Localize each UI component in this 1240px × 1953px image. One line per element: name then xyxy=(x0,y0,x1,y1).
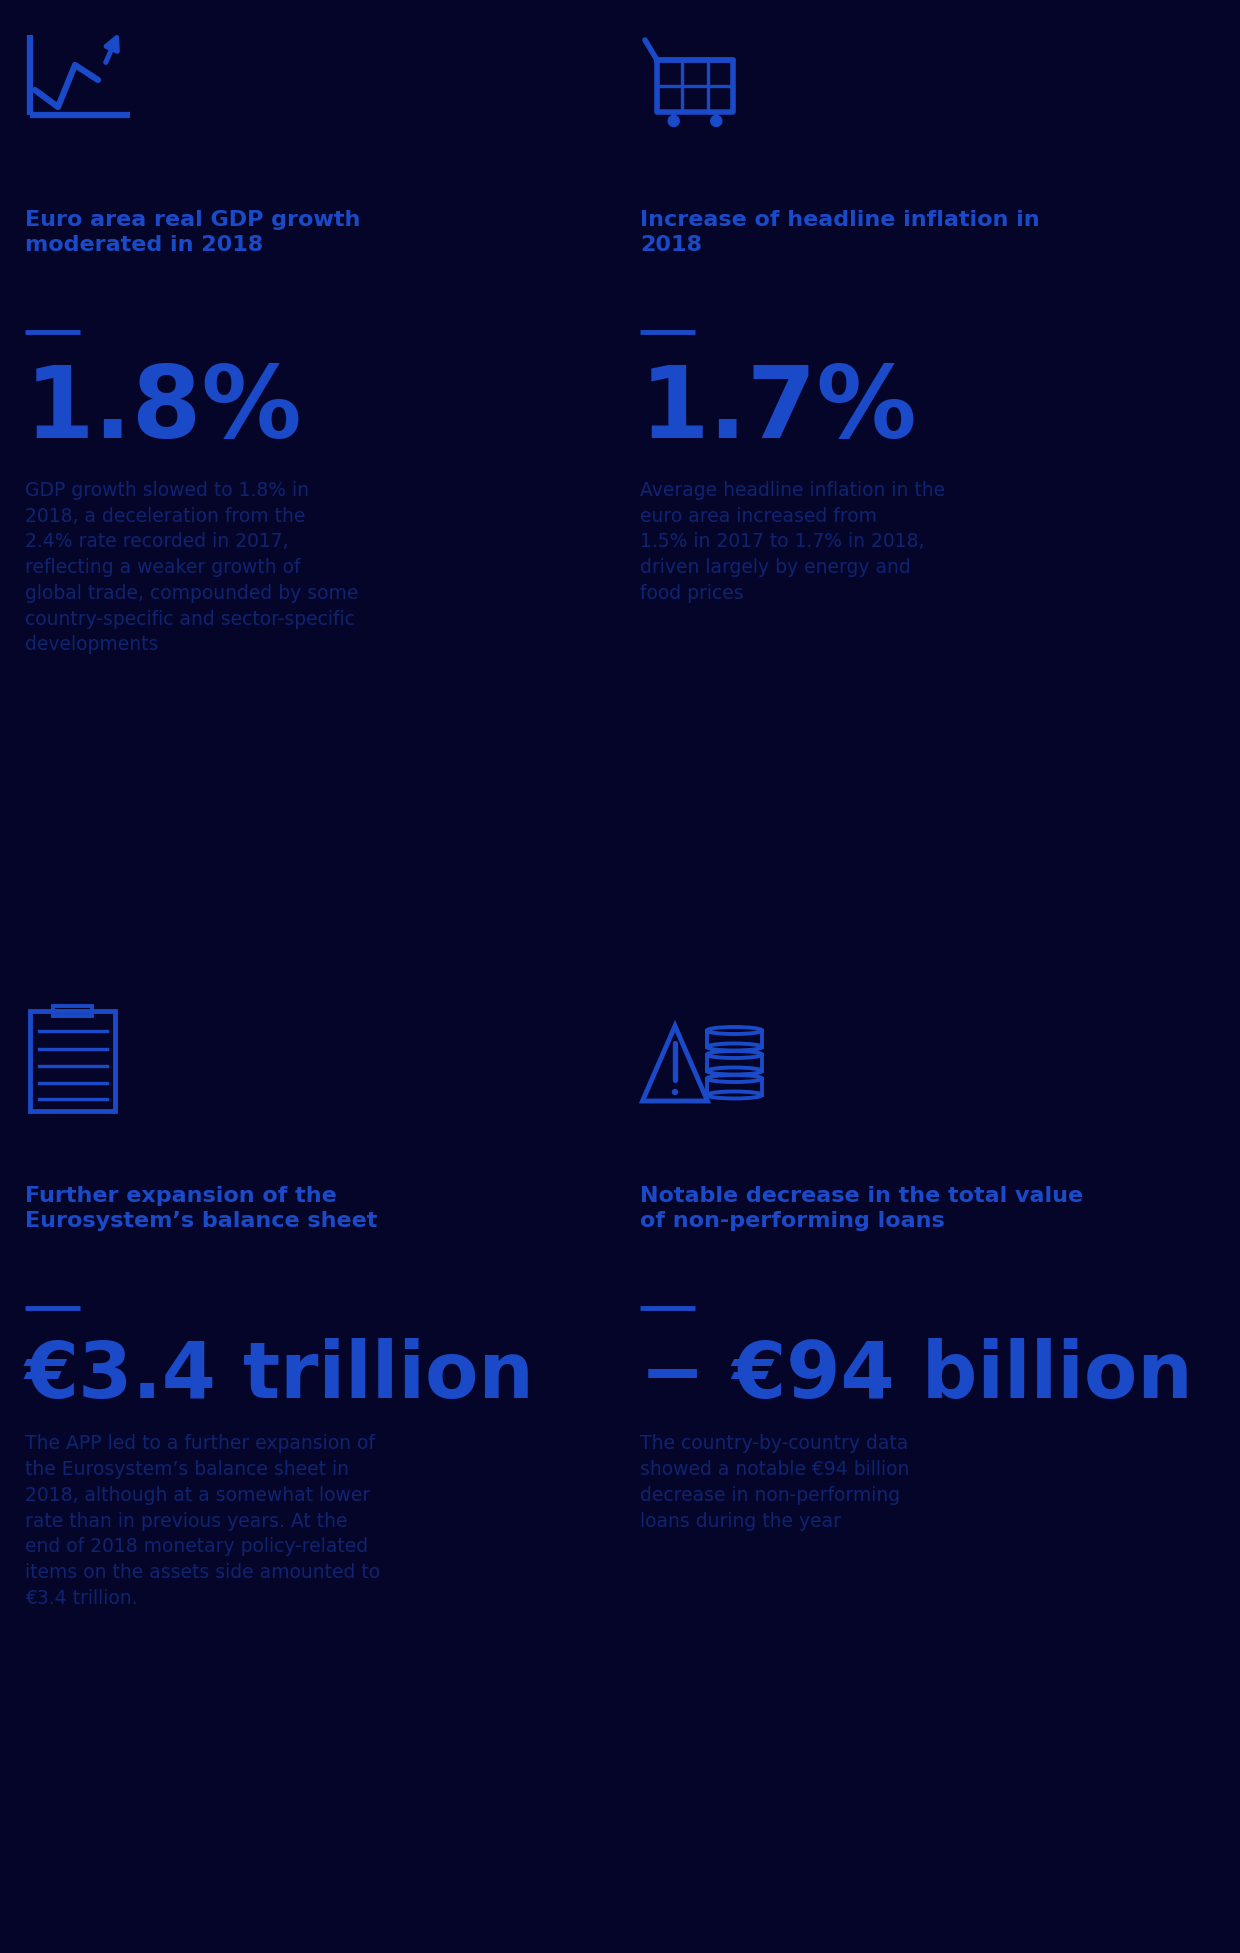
Circle shape xyxy=(672,111,676,115)
Circle shape xyxy=(711,115,722,127)
Text: GDP growth slowed to 1.8% in
2018, a deceleration from the
2.4% rate recorded in: GDP growth slowed to 1.8% in 2018, a dec… xyxy=(25,480,358,654)
Circle shape xyxy=(668,115,680,127)
Text: The country-by-country data
showed a notable €94 billion
decrease in non-perform: The country-by-country data showed a not… xyxy=(640,1434,909,1531)
Text: Notable decrease in the total value
of non-performing loans: Notable decrease in the total value of n… xyxy=(640,1185,1083,1230)
Text: Further expansion of the
Eurosystem’s balance sheet: Further expansion of the Eurosystem’s ba… xyxy=(25,1185,377,1230)
Text: €3.4 trillion: €3.4 trillion xyxy=(25,1338,534,1414)
Text: Average headline inflation in the
euro area increased from
1.5% in 2017 to 1.7% : Average headline inflation in the euro a… xyxy=(640,480,945,603)
Text: 1.8%: 1.8% xyxy=(25,361,303,459)
Text: − €94 billion: − €94 billion xyxy=(640,1338,1193,1414)
Text: The APP led to a further expansion of
the Eurosystem’s balance sheet in
2018, al: The APP led to a further expansion of th… xyxy=(25,1434,381,1607)
Circle shape xyxy=(672,1090,677,1094)
Circle shape xyxy=(714,111,718,115)
Text: Euro area real GDP growth
moderated in 2018: Euro area real GDP growth moderated in 2… xyxy=(25,211,361,254)
Text: Increase of headline inflation in
2018: Increase of headline inflation in 2018 xyxy=(640,211,1039,254)
Text: 1.7%: 1.7% xyxy=(640,361,918,459)
